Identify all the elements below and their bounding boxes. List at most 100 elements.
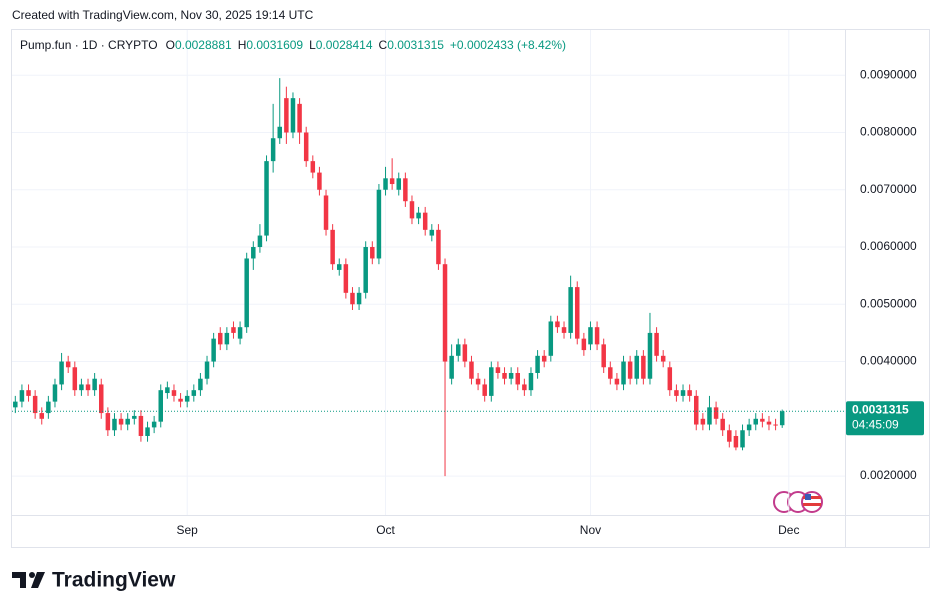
candle-body xyxy=(264,161,269,236)
candle-body xyxy=(588,327,593,345)
x-tick-label: Dec xyxy=(778,523,799,537)
candle-body xyxy=(46,401,51,414)
candle-body xyxy=(145,427,150,436)
candle-body xyxy=(555,321,560,328)
candle-body xyxy=(92,378,97,391)
candle-body xyxy=(19,390,25,402)
y-tick-label: 0.0090000 xyxy=(860,67,917,81)
candle-body xyxy=(727,430,732,442)
candle-body xyxy=(561,327,567,333)
x-tick-label: Nov xyxy=(580,523,601,537)
x-tick-label: Sep xyxy=(177,523,199,537)
candle-body xyxy=(647,332,653,379)
candle-body xyxy=(317,172,322,190)
candle-body xyxy=(52,384,58,402)
ohlc-key: C xyxy=(379,38,388,52)
candle-body xyxy=(760,418,765,422)
y-tick-label: 0.0080000 xyxy=(860,125,917,139)
candle-body xyxy=(158,390,163,422)
candle-body xyxy=(608,367,613,379)
candle-body xyxy=(416,212,421,219)
candle-body xyxy=(535,355,540,373)
candle-body xyxy=(456,344,461,356)
candle-body xyxy=(244,258,249,328)
candle-body xyxy=(356,292,362,305)
candle-body xyxy=(85,384,91,391)
candle-body xyxy=(766,421,772,425)
candle-body xyxy=(118,418,124,425)
candle-body xyxy=(515,372,520,385)
candle-body xyxy=(343,264,349,293)
candle-body xyxy=(112,418,117,431)
candle-body xyxy=(469,361,474,379)
candle-body xyxy=(310,161,316,173)
candle-body xyxy=(548,321,554,356)
candle-body xyxy=(198,378,203,391)
candle-body xyxy=(125,418,130,425)
candle-body xyxy=(237,327,243,339)
candle-body xyxy=(151,421,157,428)
brand-name: TradingView xyxy=(52,569,176,592)
ohlc-key: O xyxy=(166,38,175,52)
y-tick-label: 0.0050000 xyxy=(860,296,917,310)
candle-body xyxy=(257,235,263,248)
candle-body xyxy=(541,355,547,362)
candle-body xyxy=(674,390,679,396)
legend-header: Pump.fun · 1D · CRYPTO O0.0028881 H0.00316… xyxy=(20,38,566,52)
candle-body xyxy=(489,367,494,396)
candle-body xyxy=(231,327,236,333)
ohlc-key: H xyxy=(238,38,247,52)
candle-body xyxy=(389,178,395,185)
candle-body xyxy=(779,411,785,426)
candle-body xyxy=(594,327,600,345)
candle-body xyxy=(396,178,401,190)
candle-body xyxy=(522,384,527,391)
ohlc-value: 0.0028881 xyxy=(175,38,232,52)
candle-body xyxy=(376,189,382,259)
candle-body xyxy=(26,390,31,396)
candle-body xyxy=(79,384,84,391)
y-tick-label: 0.0060000 xyxy=(860,239,917,253)
candle-body xyxy=(442,264,448,362)
candle-body xyxy=(59,361,64,385)
candle-body xyxy=(72,367,78,391)
candle-body xyxy=(303,132,309,162)
candle-body xyxy=(740,430,745,448)
candle-body xyxy=(138,415,144,436)
candle-body xyxy=(707,407,712,425)
candle-body xyxy=(660,355,666,362)
watermark: Created with TradingView.com, Nov 30, 20… xyxy=(12,8,314,22)
candle-body xyxy=(65,361,71,368)
candle-body xyxy=(297,103,302,133)
candle-body xyxy=(165,387,170,394)
candle-body xyxy=(132,415,137,419)
candle-body xyxy=(694,395,699,425)
candle-body xyxy=(568,287,573,333)
candle-body xyxy=(581,338,587,351)
candle-body xyxy=(575,287,580,339)
candle-body xyxy=(641,355,646,379)
ohlc-value: 0.0031315 xyxy=(387,38,444,52)
candle-body xyxy=(191,390,197,396)
candle-body xyxy=(733,435,739,448)
candle-body xyxy=(204,361,210,379)
candle-body xyxy=(178,398,183,402)
last-price-label: 0.0031315 xyxy=(852,402,909,416)
y-tick-label: 0.0020000 xyxy=(860,468,917,482)
candle-body xyxy=(713,407,719,419)
candle-body xyxy=(218,332,223,345)
y-tick-label: 0.0040000 xyxy=(860,354,917,368)
symbol: Pump.fun · 1D · CRYPTO xyxy=(20,38,158,52)
chart-frame xyxy=(11,29,930,548)
candle-body xyxy=(337,264,342,270)
candle-body xyxy=(528,372,534,391)
candle-body xyxy=(171,390,177,396)
candle-body xyxy=(482,384,487,396)
candle-body xyxy=(211,338,216,362)
candle-body xyxy=(700,418,706,425)
candle-body xyxy=(502,372,507,379)
candle-body xyxy=(224,332,230,345)
candle-body xyxy=(363,247,368,293)
